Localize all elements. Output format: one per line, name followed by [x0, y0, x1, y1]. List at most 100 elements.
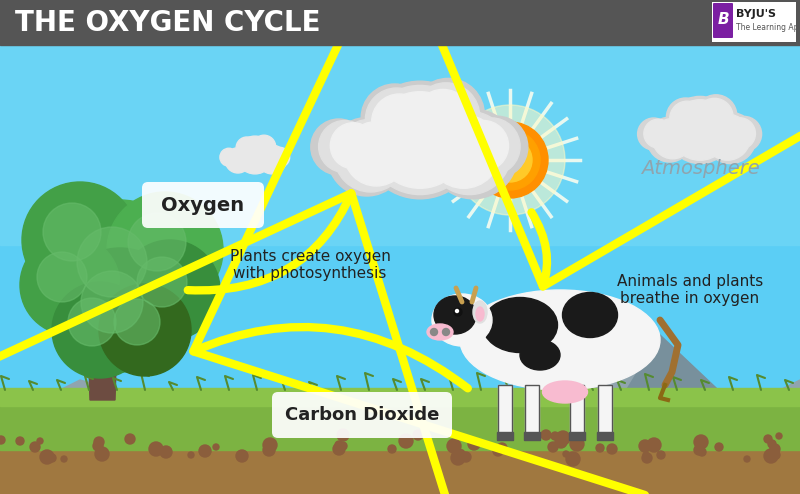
Text: BYJU'S: BYJU'S	[736, 9, 776, 19]
Circle shape	[548, 442, 558, 452]
Polygon shape	[540, 330, 800, 450]
Circle shape	[455, 310, 458, 313]
Bar	[570, 385, 584, 437]
Circle shape	[236, 450, 248, 462]
Ellipse shape	[542, 381, 587, 403]
Circle shape	[570, 437, 584, 451]
Circle shape	[429, 109, 518, 199]
Circle shape	[236, 136, 274, 174]
FancyArrowPatch shape	[194, 0, 800, 494]
Bar	[0, 390, 800, 450]
Circle shape	[252, 135, 276, 159]
Circle shape	[696, 98, 733, 136]
Circle shape	[551, 432, 559, 440]
Circle shape	[339, 442, 347, 450]
Circle shape	[556, 431, 570, 445]
Circle shape	[647, 117, 692, 162]
Circle shape	[335, 441, 343, 449]
Circle shape	[657, 451, 665, 459]
Bar	[598, 385, 612, 437]
Circle shape	[764, 449, 778, 463]
Circle shape	[226, 148, 250, 173]
Circle shape	[643, 452, 649, 458]
Circle shape	[334, 119, 407, 192]
Circle shape	[639, 440, 651, 452]
Circle shape	[213, 444, 219, 450]
Circle shape	[670, 101, 704, 136]
Circle shape	[451, 451, 465, 465]
Circle shape	[236, 137, 258, 159]
Circle shape	[366, 85, 474, 195]
Circle shape	[362, 84, 429, 151]
Circle shape	[724, 118, 755, 150]
FancyBboxPatch shape	[142, 182, 264, 228]
Bar	[498, 385, 512, 437]
Circle shape	[427, 115, 501, 188]
Circle shape	[670, 100, 730, 160]
Circle shape	[43, 203, 101, 261]
Circle shape	[137, 257, 187, 307]
Ellipse shape	[473, 301, 487, 323]
Circle shape	[330, 123, 376, 169]
Text: B: B	[717, 12, 729, 28]
Circle shape	[30, 442, 40, 452]
Circle shape	[362, 81, 478, 199]
Text: Carbon Dioxide: Carbon Dioxide	[285, 406, 439, 424]
Circle shape	[695, 95, 737, 136]
FancyBboxPatch shape	[713, 3, 733, 38]
Circle shape	[541, 430, 551, 440]
Circle shape	[413, 430, 423, 440]
Bar	[0, 45, 800, 245]
Circle shape	[764, 435, 772, 443]
Circle shape	[647, 438, 661, 452]
Circle shape	[20, 235, 120, 335]
Circle shape	[447, 439, 461, 453]
FancyArrowPatch shape	[224, 0, 800, 287]
Circle shape	[160, 446, 172, 458]
Ellipse shape	[432, 294, 492, 346]
Circle shape	[52, 282, 148, 378]
Ellipse shape	[427, 324, 453, 340]
Circle shape	[16, 437, 24, 445]
Circle shape	[566, 452, 580, 466]
Ellipse shape	[476, 307, 484, 321]
Circle shape	[95, 447, 109, 461]
Circle shape	[68, 298, 116, 346]
Bar	[569, 432, 585, 440]
Polygon shape	[85, 230, 120, 400]
Circle shape	[472, 122, 548, 198]
Circle shape	[772, 451, 780, 459]
Circle shape	[199, 445, 211, 457]
Text: Oxygen: Oxygen	[162, 196, 245, 214]
Bar	[497, 432, 513, 440]
Circle shape	[263, 444, 275, 456]
Text: THE OXYGEN CYCLE: THE OXYGEN CYCLE	[15, 9, 321, 37]
Text: Plants create oxygen
with photosynthesis: Plants create oxygen with photosynthesis	[230, 249, 390, 281]
Circle shape	[428, 112, 511, 195]
Circle shape	[337, 429, 349, 441]
Circle shape	[694, 445, 704, 455]
Circle shape	[413, 89, 473, 149]
Circle shape	[458, 121, 509, 171]
Circle shape	[698, 448, 706, 456]
Circle shape	[430, 329, 438, 335]
Circle shape	[40, 450, 54, 464]
Circle shape	[50, 200, 190, 340]
Circle shape	[93, 441, 103, 451]
Circle shape	[607, 444, 617, 454]
Bar	[712, 2, 796, 42]
Circle shape	[37, 438, 43, 444]
Circle shape	[463, 118, 520, 175]
Circle shape	[22, 182, 138, 298]
Bar	[570, 385, 584, 437]
Circle shape	[37, 252, 87, 302]
Circle shape	[638, 118, 670, 150]
FancyBboxPatch shape	[272, 392, 452, 438]
Circle shape	[488, 138, 532, 182]
Text: Animals and plants
breathe in oxygen: Animals and plants breathe in oxygen	[617, 274, 763, 306]
Polygon shape	[0, 380, 200, 450]
Bar	[525, 385, 539, 437]
Circle shape	[220, 148, 238, 166]
Circle shape	[642, 453, 652, 463]
Text: The Learning App: The Learning App	[736, 24, 800, 33]
